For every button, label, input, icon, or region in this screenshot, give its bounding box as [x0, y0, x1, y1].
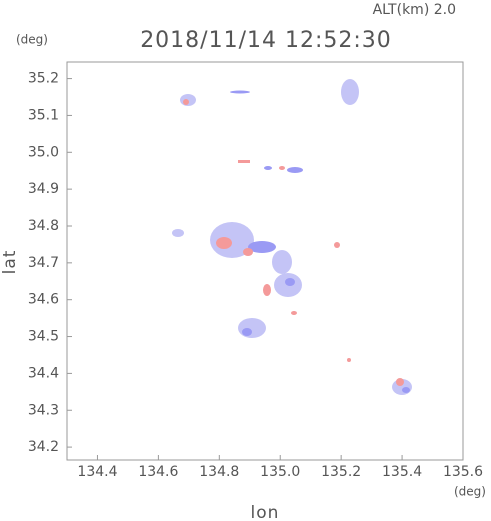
- y-tick-label: 34.2: [28, 439, 59, 455]
- x-tick-label: 135.6: [443, 464, 483, 480]
- x-tick-label: 134.4: [77, 464, 117, 480]
- echo-patches: [172, 79, 412, 395]
- y-tick-label: 35.2: [28, 71, 59, 87]
- x-tick-label: 134.8: [199, 464, 239, 480]
- y-axis-label: lat: [0, 250, 20, 275]
- y-tick-label: 34.3: [28, 402, 59, 418]
- y-tick-label: 35.1: [28, 107, 59, 123]
- altitude-label: ALT(km) 2.0: [373, 2, 456, 18]
- x-tick-label: 135.0: [260, 464, 300, 480]
- y-tick-label: 34.4: [28, 365, 59, 381]
- x-axis-label: lon: [251, 503, 280, 521]
- x-tick-label: 134.6: [138, 464, 178, 480]
- chart-title: 2018/11/14 12:52:30: [140, 28, 392, 53]
- y-tick-label: 35.0: [28, 144, 59, 160]
- y-unit: (deg): [16, 33, 48, 47]
- y-tick-label: 34.7: [28, 255, 59, 271]
- x-unit: (deg): [454, 485, 486, 499]
- y-tick-label: 34.6: [28, 292, 59, 308]
- y-tick-label: 34.9: [28, 181, 59, 197]
- y-tick-label: 34.8: [28, 218, 59, 234]
- x-tick-label: 135.4: [382, 464, 422, 480]
- x-tick-label: 135.2: [321, 464, 361, 480]
- plot-frame: [66, 61, 464, 461]
- y-tick-label: 34.5: [28, 329, 59, 345]
